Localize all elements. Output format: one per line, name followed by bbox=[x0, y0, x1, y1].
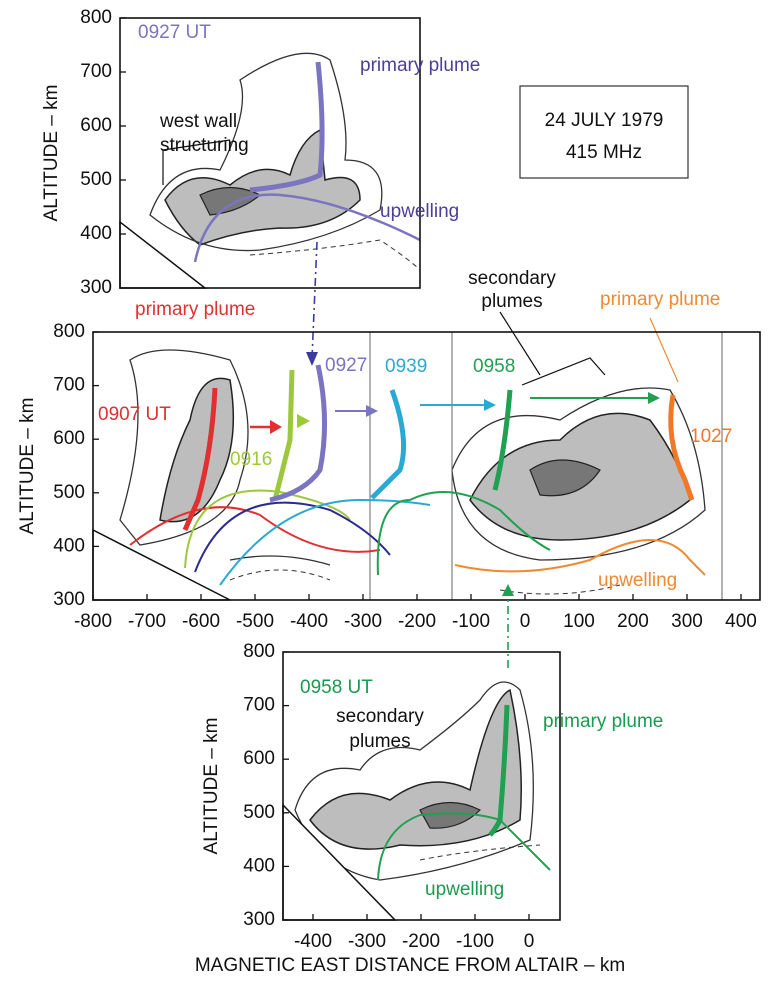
info-box bbox=[520, 86, 688, 178]
x-tick-label: -700 bbox=[128, 611, 166, 632]
y-tick-label: 800 bbox=[80, 7, 112, 28]
info-text: 24 JULY 1979 bbox=[545, 110, 664, 131]
annotation: primary plume bbox=[360, 55, 480, 76]
x-tick-label: 0 bbox=[520, 611, 531, 632]
y-tick-label: 800 bbox=[243, 641, 275, 662]
x-tick-label: -400 bbox=[294, 931, 332, 952]
arrowhead bbox=[502, 584, 514, 596]
middle-panel: primary plume secondary plumes primary p… bbox=[17, 268, 760, 600]
arrowhead bbox=[306, 352, 318, 366]
x-tick-label: -200 bbox=[398, 611, 436, 632]
y-axis-label: ALTITUDE – km bbox=[41, 85, 62, 222]
y-tick-label: 700 bbox=[243, 695, 275, 716]
x-tick-label: -200 bbox=[402, 931, 440, 952]
info-text: 415 MHz bbox=[566, 142, 642, 163]
bottom-panel: 0958 UT secondary plumes primary plume u… bbox=[201, 652, 663, 920]
y-tick-label: 300 bbox=[53, 589, 85, 610]
x-tick-label: -400 bbox=[290, 611, 328, 632]
y-tick-label: 600 bbox=[243, 748, 275, 769]
bracket bbox=[500, 312, 605, 385]
contour bbox=[420, 845, 540, 860]
annotation: 0958 UT bbox=[300, 677, 373, 698]
annotation: secondary bbox=[336, 706, 424, 727]
connector bbox=[312, 242, 317, 358]
y-axis-label: ALTITUDE – km bbox=[17, 398, 38, 535]
y-axis-label: ALTITUDE – km bbox=[201, 718, 222, 855]
annotation: 0958 bbox=[473, 356, 515, 377]
y-tick-label: 300 bbox=[243, 909, 275, 930]
arrowhead bbox=[484, 399, 496, 411]
annotation: west wall bbox=[159, 111, 237, 132]
top-panel: 0927 UT primary plume west wall structur… bbox=[41, 18, 480, 288]
contour bbox=[230, 556, 330, 565]
x-tick-label: 300 bbox=[671, 611, 703, 632]
x-tick-label: 0 bbox=[524, 931, 535, 952]
arrowhead bbox=[366, 405, 378, 417]
upwelling-curve bbox=[195, 503, 390, 572]
x-tick-label: -300 bbox=[348, 931, 386, 952]
annotation: secondary bbox=[468, 268, 556, 289]
y-tick-label: 700 bbox=[53, 375, 85, 396]
annotation: 1027 bbox=[690, 426, 732, 447]
y-tick-label: 800 bbox=[53, 321, 85, 342]
y-tick-label: 400 bbox=[53, 535, 85, 556]
y-tick-label: 300 bbox=[80, 277, 112, 298]
annotation: upwelling bbox=[380, 201, 459, 222]
annotation: upwelling bbox=[598, 570, 677, 591]
y-tick-label: 500 bbox=[243, 802, 275, 823]
arrowhead bbox=[648, 392, 660, 404]
plume-curve bbox=[275, 370, 292, 500]
annotation: 0927 bbox=[325, 355, 367, 376]
annotation: 0907 UT bbox=[98, 404, 171, 425]
x-tick-label: -300 bbox=[344, 611, 382, 632]
annotation: plumes bbox=[481, 291, 542, 312]
x-tick-label: -500 bbox=[236, 611, 274, 632]
y-tick-label: 400 bbox=[243, 855, 275, 876]
x-tick-label: -600 bbox=[182, 611, 220, 632]
arrowhead bbox=[297, 414, 310, 428]
figure: 0927 UT primary plume west wall structur… bbox=[0, 0, 772, 988]
y-tick-label: 500 bbox=[80, 169, 112, 190]
plume-curve bbox=[372, 390, 404, 498]
y-tick-label: 700 bbox=[80, 61, 112, 82]
annotation: 0927 UT bbox=[138, 22, 211, 43]
y-tick-label: 400 bbox=[80, 223, 112, 244]
pointer bbox=[650, 318, 678, 382]
contour bbox=[230, 570, 620, 594]
x-tick-label: 200 bbox=[617, 611, 649, 632]
x-tick-label: -800 bbox=[74, 611, 112, 632]
annotation: primary plume bbox=[600, 289, 720, 310]
annotation: plumes bbox=[349, 731, 410, 752]
annotation: 0939 bbox=[385, 356, 427, 377]
annotation: structuring bbox=[160, 135, 249, 156]
x-tick-label: 400 bbox=[725, 611, 757, 632]
annotation: 0916 bbox=[230, 449, 272, 470]
y-tick-label: 500 bbox=[53, 482, 85, 503]
y-tick-label: 600 bbox=[80, 115, 112, 136]
x-tick-label: -100 bbox=[456, 931, 494, 952]
annotation: primary plume bbox=[135, 299, 255, 320]
y-tick-label: 600 bbox=[53, 428, 85, 449]
x-tick-label: 100 bbox=[563, 611, 595, 632]
x-axis-label: MAGNETIC EAST DISTANCE FROM ALTAIR – km bbox=[195, 955, 625, 976]
contour bbox=[250, 240, 420, 270]
annotation: primary plume bbox=[543, 711, 663, 732]
x-tick-label: -100 bbox=[452, 611, 490, 632]
annotation: upwelling bbox=[425, 879, 504, 900]
arrowhead bbox=[270, 420, 282, 434]
